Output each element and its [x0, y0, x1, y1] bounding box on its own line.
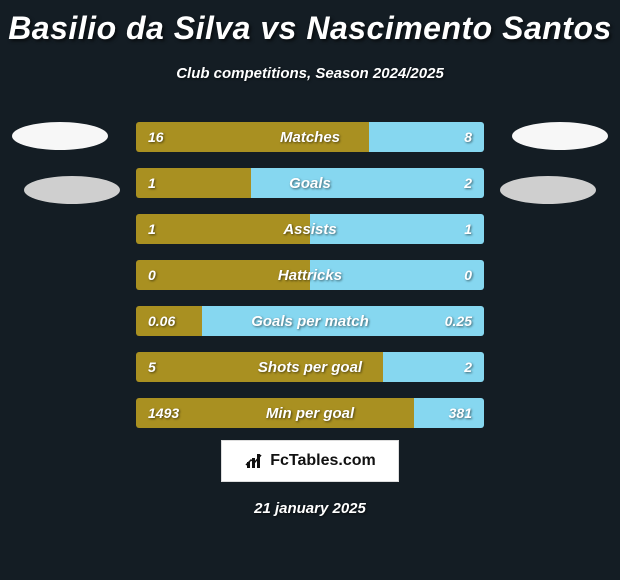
team-badge-right-1 [512, 122, 608, 150]
stat-row: Assists11 [136, 214, 484, 244]
chart-icon [244, 451, 264, 471]
stat-bar-left [136, 260, 310, 290]
team-badge-left-2 [24, 176, 120, 204]
stat-row: Min per goal1493381 [136, 398, 484, 428]
stat-bar-left [136, 122, 369, 152]
team-badge-left-1 [12, 122, 108, 150]
comparison-page: Basilio da Silva vs Nascimento Santos Cl… [0, 0, 620, 580]
stat-row: Goals12 [136, 168, 484, 198]
team-badge-right-2 [500, 176, 596, 204]
stat-bar-right [251, 168, 484, 198]
stat-row: Shots per goal52 [136, 352, 484, 382]
page-title: Basilio da Silva vs Nascimento Santos [0, 0, 620, 47]
stat-row: Goals per match0.060.25 [136, 306, 484, 336]
page-subtitle: Club competitions, Season 2024/2025 [0, 65, 620, 82]
stat-bar-right [383, 352, 484, 382]
stat-bar-right [310, 214, 484, 244]
stat-bar-right [369, 122, 484, 152]
stat-bar-left [136, 398, 414, 428]
stat-row: Matches168 [136, 122, 484, 152]
brand-label: FcTables.com [270, 452, 376, 470]
stat-bar-left [136, 214, 310, 244]
brand-badge: FcTables.com [221, 440, 399, 482]
stat-rows: Matches168 Goals12 Assists11 Hattricks00 Goa… [136, 122, 484, 444]
stat-bar-left [136, 352, 383, 382]
stat-bar-left [136, 306, 202, 336]
stat-bar-left [136, 168, 251, 198]
stat-row: Hattricks00 [136, 260, 484, 290]
stat-bar-right [202, 306, 484, 336]
stat-bar-right [414, 398, 484, 428]
stat-bar-right [310, 260, 484, 290]
page-date: 21 january 2025 [0, 500, 620, 517]
